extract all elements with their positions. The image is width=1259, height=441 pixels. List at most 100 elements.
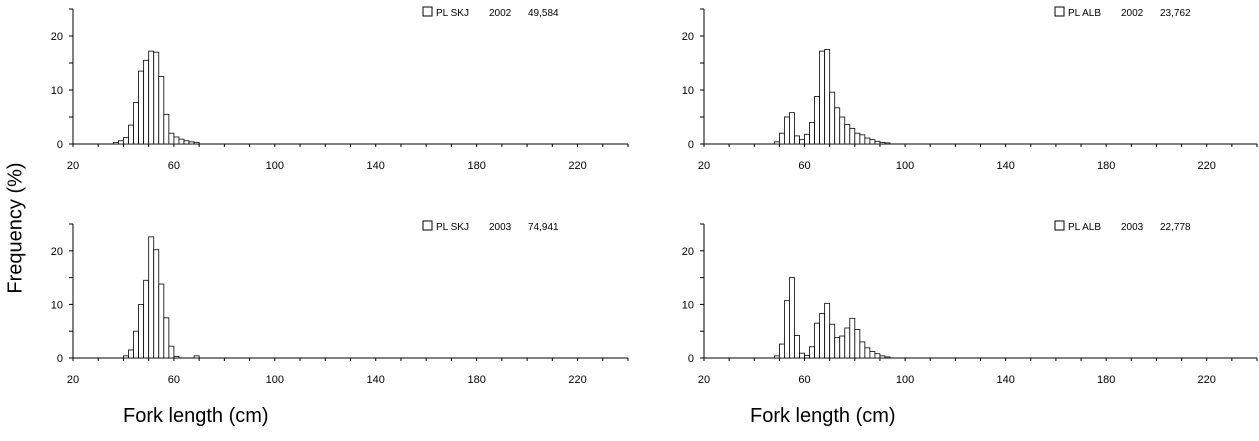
histogram-bar: [864, 347, 871, 359]
histogram-bar: [874, 353, 881, 359]
histogram-bar: [153, 51, 160, 145]
histogram-bar: [193, 355, 200, 359]
x-tick-label: 60: [168, 374, 180, 386]
histogram-bar: [884, 142, 891, 145]
histogram-bar: [168, 345, 175, 359]
histogram-bar: [854, 132, 861, 145]
x-axis-title-right: Fork length (cm): [750, 405, 896, 427]
histogram-bar: [133, 330, 139, 359]
histogram-bar: [178, 138, 185, 145]
histogram-bar: [794, 335, 800, 359]
y-axis-title: Frequency (%): [2, 118, 30, 338]
y-tick-label: 10: [682, 299, 694, 311]
histogram-bar: [153, 249, 160, 359]
histogram-bar: [163, 317, 170, 359]
histogram-bar: [879, 141, 886, 145]
legend-year: 2003: [489, 222, 512, 233]
histogram-bar: [188, 141, 195, 145]
x-tick-label: 140: [367, 160, 385, 172]
histogram-panel: 0 10 20 20 60 100 140 180 220 PL SKJ 2002 49,584: [51, 6, 629, 172]
histogram-bar: [859, 341, 866, 359]
x-tick-label: 20: [67, 374, 79, 386]
histogram-bar: [814, 322, 821, 359]
y-tick-label: 0: [57, 353, 63, 365]
legend-year: 2002: [489, 8, 512, 19]
legend-sample-size: 49,584: [528, 8, 559, 19]
legend-sample-size: 74,941: [528, 222, 559, 233]
legend-label: PL ALB: [1068, 8, 1101, 19]
histogram-bar: [824, 49, 831, 145]
x-tick-label: 60: [798, 160, 810, 172]
x-tick-label: 140: [996, 374, 1014, 386]
histogram-bar: [123, 137, 129, 145]
y-tick-label: 10: [51, 85, 63, 97]
histogram-bar: [809, 346, 816, 359]
histogram-bar: [874, 140, 881, 145]
x-tick-label: 220: [1198, 374, 1216, 386]
legend-label: PL SKJ: [436, 8, 469, 19]
x-tick-label: 220: [568, 160, 586, 172]
y-tick-label: 0: [688, 353, 694, 365]
x-tick-label: 20: [698, 160, 710, 172]
histogram-bar: [128, 349, 134, 359]
histogram-bar: [118, 140, 124, 145]
histogram-bar: [839, 335, 846, 359]
y-tick-label: 10: [51, 299, 63, 311]
x-tick-label: 180: [467, 160, 485, 172]
histogram-bar: [804, 354, 810, 359]
histogram-bar: [824, 302, 831, 359]
histogram-bar: [123, 355, 129, 359]
histogram-bar: [779, 343, 785, 359]
histogram-panel: 0 10 20 20 60 100 140 180 220 PL ALB 2002 23,762: [682, 6, 1258, 172]
x-tick-label: 180: [1097, 374, 1115, 386]
histogram-bar: [794, 135, 800, 145]
histogram-bar: [839, 116, 846, 145]
legend-year: 2003: [1121, 222, 1144, 233]
histogram-panel: 0 10 20 20 60 100 140 180 220 PL ALB 2003 22,778: [682, 220, 1258, 386]
histogram-bar: [814, 96, 821, 145]
x-tick-label: 60: [798, 374, 810, 386]
legend-swatch: [422, 220, 433, 231]
histogram-bar: [112, 141, 119, 145]
histogram-bar: [163, 113, 170, 145]
histogram-bar: [789, 277, 795, 359]
histogram-bar: [844, 124, 851, 145]
histogram-bar: [869, 351, 876, 359]
histogram-bar: [804, 133, 810, 145]
y-tick-label: 20: [682, 31, 694, 43]
x-tick-label: 180: [467, 374, 485, 386]
y-tick-label: 0: [688, 139, 694, 151]
x-axis-title-left: Fork length (cm): [123, 405, 269, 427]
y-axis-title-text: Frequency (%): [4, 162, 27, 294]
legend-swatch: [422, 6, 433, 17]
histogram-bar: [859, 134, 866, 145]
histogram-bar: [773, 141, 780, 145]
histogram-bar: [834, 337, 841, 359]
histogram-bar: [133, 102, 139, 145]
x-tick-label: 100: [896, 160, 914, 172]
histogram-bar: [799, 139, 805, 145]
histogram-bar: [158, 76, 165, 145]
histogram-bar: [168, 132, 175, 145]
histogram-bar: [773, 355, 780, 359]
histogram-bar: [158, 283, 165, 359]
y-tick-label: 20: [51, 31, 63, 43]
histogram-bar: [809, 122, 816, 145]
legend-sample-size: 23,762: [1160, 8, 1191, 19]
histogram-bar: [784, 116, 790, 145]
histogram-panel: 0 10 20 20 60 100 140 180 220 PL SKJ 2003 74,941: [51, 220, 629, 386]
x-tick-label: 220: [1198, 160, 1216, 172]
x-tick-label: 20: [698, 374, 710, 386]
histogram-bar: [799, 352, 805, 359]
x-tick-label: 20: [67, 160, 79, 172]
y-tick-label: 0: [57, 139, 63, 151]
histogram-bar: [143, 59, 150, 145]
histogram-bar: [819, 313, 826, 359]
histogram-bar: [138, 303, 145, 359]
legend-year: 2002: [1121, 8, 1144, 19]
histogram-bar: [173, 355, 180, 359]
histogram-bar: [138, 70, 145, 145]
histogram-bar: [864, 137, 871, 145]
y-tick-label: 20: [51, 246, 63, 258]
